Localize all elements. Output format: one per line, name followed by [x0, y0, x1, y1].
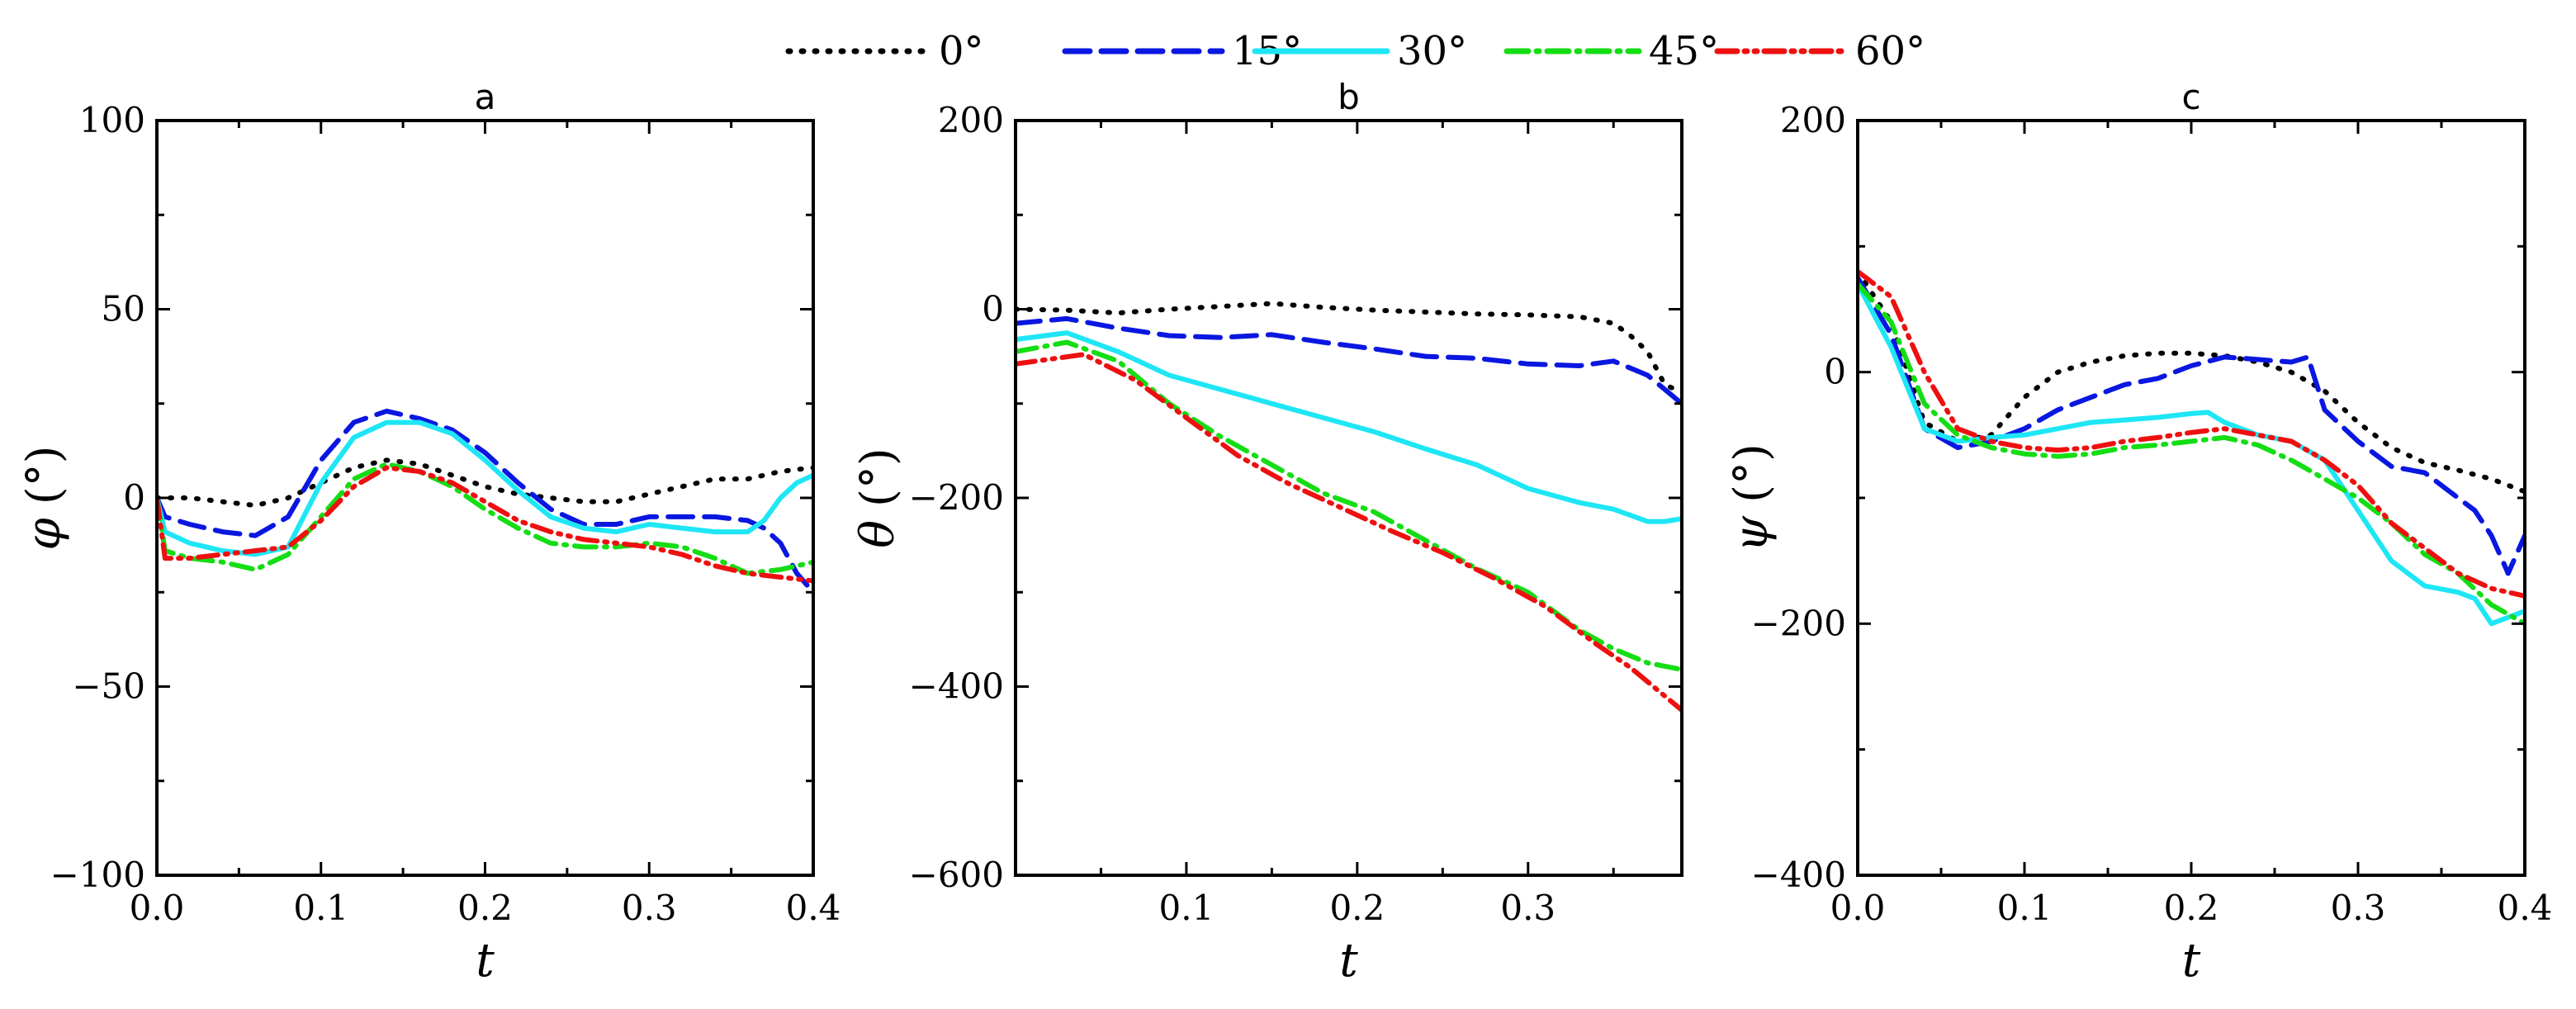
legend-label: 60°	[1855, 28, 1925, 74]
series-line-30°	[1016, 330, 1682, 524]
y-axis-label: ψ (°)	[1725, 443, 1778, 552]
series-line-15°	[1858, 275, 2525, 576]
x-tick-label: 0.1	[1997, 888, 2053, 928]
panel-title: a	[475, 77, 496, 117]
legend-label: 45°	[1649, 28, 1719, 74]
x-tick-label: 0.3	[2331, 888, 2386, 928]
panels: −100 −50 0 50 100 0.0 0.1 0.2 0.3 0.4 a t φ (°) −600 −4…	[17, 77, 2552, 988]
x-tick-label: 0.4	[786, 888, 841, 928]
series-line-15°	[1016, 315, 1682, 406]
y-axis-label: φ (°)	[17, 446, 71, 551]
plot-frame	[155, 119, 815, 877]
y-tick-label: 50	[102, 289, 145, 329]
x-tick-label: 0.2	[1329, 888, 1385, 928]
x-tick-label: 0.3	[622, 888, 677, 928]
series-line-45°	[1016, 339, 1682, 672]
x-axis-label: t	[476, 934, 495, 988]
series-group	[157, 408, 813, 595]
x-tick-label: 0.0	[130, 888, 185, 928]
x-tick-label: 0.3	[1500, 888, 1556, 928]
y-tick-label: 0	[123, 477, 145, 518]
series-line-45°	[1858, 282, 2525, 627]
series-line-0°	[1858, 268, 2525, 495]
series-line-45°	[157, 461, 813, 576]
y-axis-variable: θ	[851, 520, 905, 548]
panel-title: b	[1338, 77, 1360, 117]
x-tick-label: 0.1	[293, 888, 348, 928]
series-line-60°	[157, 465, 813, 584]
x-tick-label: 0.2	[2164, 888, 2219, 928]
y-axis-unit: (°)	[1725, 443, 1778, 503]
y-axis-unit: (°)	[17, 446, 71, 505]
x-axis-label: t	[1339, 934, 1358, 988]
x-tick-label: 0.2	[457, 888, 513, 928]
legend-item: 30°	[1252, 28, 1467, 74]
y-tick-label: −400	[909, 666, 1004, 707]
y-axis-variable: ψ	[1725, 515, 1778, 552]
legend-item: 45°	[1503, 28, 1719, 74]
series-line-0°	[157, 457, 813, 509]
series-line-60°	[1858, 268, 2525, 599]
y-tick-label: 200	[1780, 100, 1846, 140]
legend-item: 0°	[785, 28, 984, 74]
series-line-15°	[157, 408, 813, 595]
panel-b: −600 −400 −200 0 200 0.1 0.2 0.3 b t θ (°)	[851, 77, 1683, 988]
y-tick-label: −200	[909, 477, 1004, 518]
y-axis-unit: (°)	[851, 448, 905, 507]
legend: 0° 15° 30° 45° 60°	[785, 28, 1925, 74]
y-tick-label: −600	[909, 855, 1004, 895]
y-tick-label: −400	[1751, 855, 1846, 895]
x-tick-label: 0.1	[1159, 888, 1215, 928]
legend-label: 30°	[1397, 28, 1467, 74]
x-tick-label: 0.0	[1830, 888, 1886, 928]
plot-frame	[1014, 119, 1683, 877]
y-tick-label: 0	[1824, 352, 1846, 392]
series-line-30°	[1858, 282, 2525, 627]
y-tick-label: −50	[72, 666, 145, 707]
panel-c: −400 −200 0 200 0.0 0.1 0.2 0.3 0.4 c t ψ (°)	[1725, 77, 2552, 988]
series-line-60°	[1016, 352, 1682, 713]
y-tick-label: 200	[938, 100, 1004, 140]
y-axis-label: θ (°)	[851, 448, 905, 547]
y-tick-label: −100	[50, 855, 145, 895]
series-group	[1016, 301, 1682, 713]
x-axis-label: t	[2182, 934, 2201, 988]
panel-title: c	[2181, 77, 2200, 117]
plot-frame	[1856, 119, 2526, 877]
y-tick-label: −200	[1751, 603, 1846, 643]
y-axis-variable: φ	[17, 518, 71, 550]
legend-item: 60°	[1714, 28, 1925, 74]
series-group	[1858, 268, 2525, 627]
x-tick-label: 0.4	[2498, 888, 2553, 928]
y-tick-label: 0	[982, 289, 1004, 329]
panel-a: −100 −50 0 50 100 0.0 0.1 0.2 0.3 0.4 a t φ (°)	[17, 77, 841, 988]
series-line-0°	[1016, 301, 1682, 395]
legend-label: 0°	[939, 28, 984, 74]
y-tick-label: 100	[79, 100, 145, 140]
